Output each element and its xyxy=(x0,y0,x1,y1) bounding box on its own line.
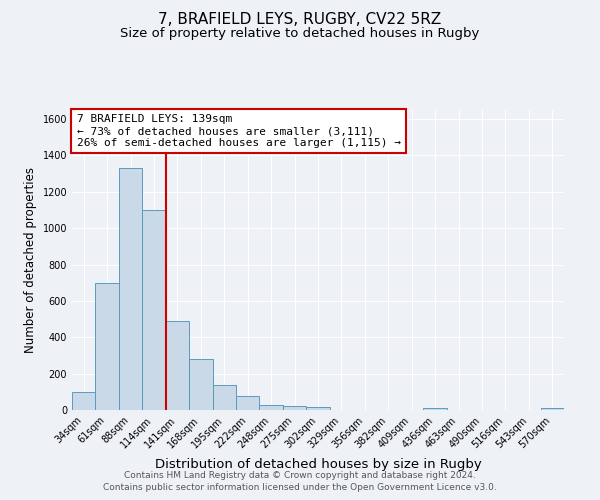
Bar xyxy=(259,404,283,410)
Bar xyxy=(95,282,119,410)
Text: 7 BRAFIELD LEYS: 139sqm
← 73% of detached houses are smaller (3,111)
26% of semi: 7 BRAFIELD LEYS: 139sqm ← 73% of detache… xyxy=(77,114,401,148)
Bar xyxy=(212,384,236,410)
Bar xyxy=(283,406,306,410)
Text: Contains public sector information licensed under the Open Government Licence v3: Contains public sector information licen… xyxy=(103,484,497,492)
Bar xyxy=(72,392,95,410)
X-axis label: Distribution of detached houses by size in Rugby: Distribution of detached houses by size … xyxy=(155,458,481,471)
Text: Contains HM Land Registry data © Crown copyright and database right 2024.: Contains HM Land Registry data © Crown c… xyxy=(124,471,476,480)
Bar xyxy=(424,408,447,410)
Bar xyxy=(166,321,189,410)
Bar xyxy=(142,210,166,410)
Text: 7, BRAFIELD LEYS, RUGBY, CV22 5RZ: 7, BRAFIELD LEYS, RUGBY, CV22 5RZ xyxy=(158,12,442,28)
Y-axis label: Number of detached properties: Number of detached properties xyxy=(24,167,37,353)
Bar xyxy=(236,396,259,410)
Bar xyxy=(189,359,212,410)
Bar xyxy=(541,408,564,410)
Text: Size of property relative to detached houses in Rugby: Size of property relative to detached ho… xyxy=(121,28,479,40)
Bar xyxy=(119,168,142,410)
Bar xyxy=(306,408,330,410)
